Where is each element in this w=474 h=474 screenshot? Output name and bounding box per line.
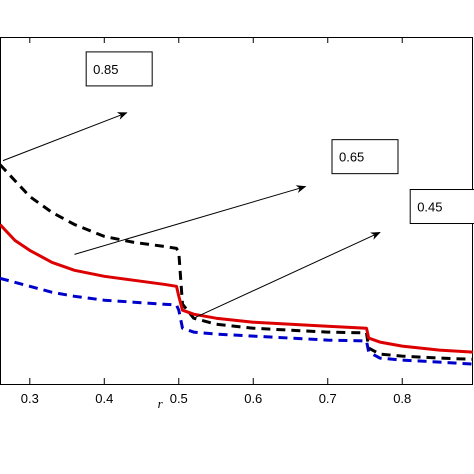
- annotation-arrow: [193, 231, 381, 319]
- series-line-1: [0, 163, 474, 361]
- annotation-label: 0.85: [93, 62, 118, 77]
- annotation-arrow: [74, 185, 307, 255]
- annotation-box: [85, 51, 153, 87]
- annotation-layer: 0.85 0.65 0.45: [2, 51, 474, 319]
- series-layer: [0, 163, 474, 366]
- x-axis-ticks: 0.3 0.4 0.5 0.6 0.7 0.8: [21, 37, 411, 406]
- annotation-label: 0.45: [417, 200, 442, 215]
- annotation-arrow: [2, 112, 128, 162]
- x-tick-label: 0.5: [170, 391, 188, 406]
- series-line-3: [0, 276, 474, 366]
- x-tick-label: 0.4: [95, 391, 113, 406]
- x-tick-label: 0.7: [319, 391, 337, 406]
- series-line-2: [0, 223, 474, 354]
- x-tick-label: 0.8: [393, 391, 411, 406]
- annotation-box: [331, 139, 399, 175]
- x-tick-label: 0.6: [244, 391, 262, 406]
- x-tick-label: 0.3: [21, 391, 39, 406]
- annotation-box: [409, 189, 474, 225]
- x-axis-label: r: [158, 396, 164, 411]
- annotation-label: 0.65: [339, 150, 364, 165]
